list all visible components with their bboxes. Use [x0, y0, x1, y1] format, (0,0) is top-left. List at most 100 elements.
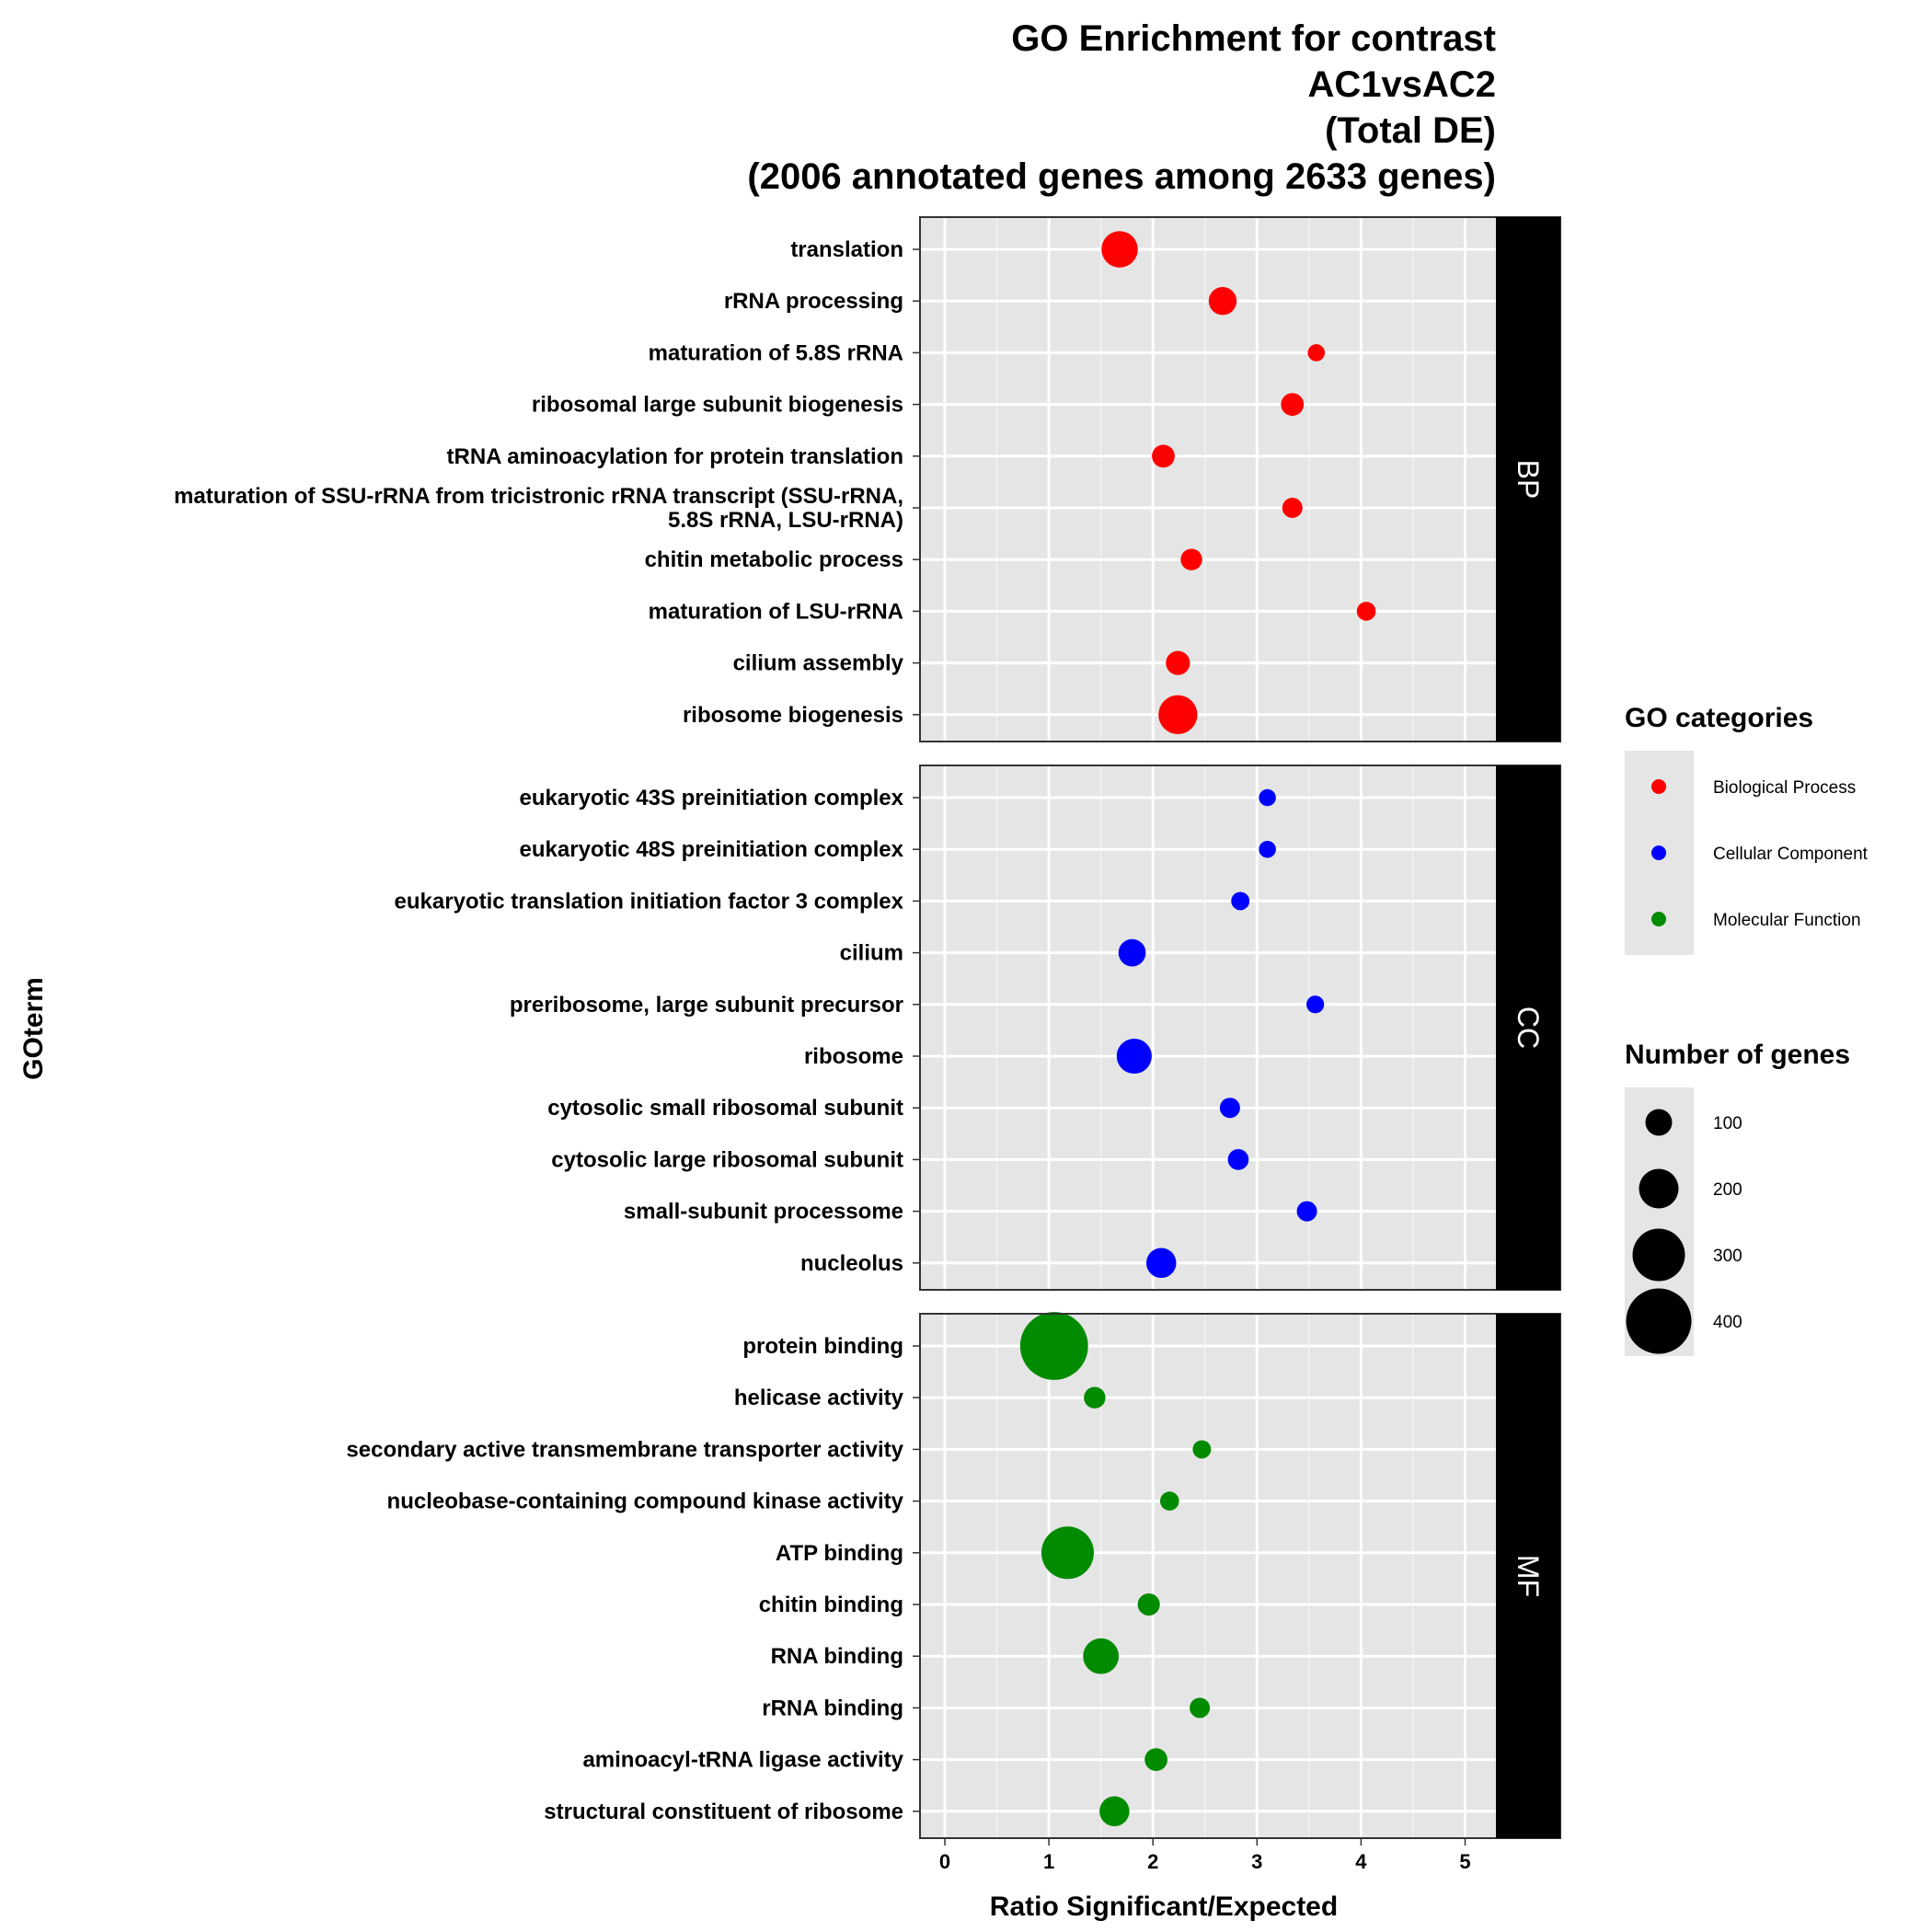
size-legend-label: 100: [1713, 1114, 1742, 1133]
point-MF-7: [1190, 1697, 1211, 1719]
size-key-300: [1632, 1228, 1685, 1282]
point-CC-1: [1259, 840, 1276, 858]
y-tick-label: protein binding: [742, 1334, 903, 1359]
y-tick-label: preribosome, large subunit precursor: [510, 993, 903, 1018]
facet-panel-MF: protein binding helicase activity secondar…: [346, 1312, 1561, 1839]
x-tick-label: 5: [1459, 1850, 1470, 1873]
y-tick-label: tRNA aminoacylation for protein translat…: [447, 444, 904, 469]
legend-label: Molecular Function: [1713, 911, 1861, 930]
y-tick-label: ribosome: [804, 1044, 903, 1069]
y-axis-title: GOterm: [18, 977, 49, 1080]
y-tick-label: nucleobase-containing compound kinase ac…: [387, 1489, 904, 1514]
point-CC-3: [1118, 938, 1146, 967]
y-tick-label: cytosolic large ribosomal subunit: [551, 1147, 903, 1172]
point-BP-7: [1356, 602, 1376, 621]
chart-title-line: AC1vsAC2: [1307, 64, 1496, 105]
y-tick-label: secondary active transmembrane transport…: [346, 1437, 903, 1462]
y-tick-label: helicase activity: [734, 1386, 904, 1410]
facet-panels: translation rRNA processing maturation of …: [174, 216, 1561, 1839]
x-axis: 0 1 2 3 4 5: [939, 1838, 1471, 1873]
facet-panel-BP: translation rRNA processing maturation of …: [174, 216, 1561, 742]
y-tick-label: rRNA processing: [724, 289, 903, 314]
chart-title-line: (2006 annotated genes among 2633 genes): [747, 156, 1496, 197]
point-MF-6: [1083, 1638, 1120, 1674]
y-tick-label: RNA binding: [771, 1644, 903, 1669]
y-tick-label: chitin binding: [759, 1593, 903, 1617]
legend-label: Cellular Component: [1713, 845, 1869, 864]
point-MF-8: [1144, 1748, 1167, 1771]
size-legend-label: 200: [1713, 1180, 1742, 1200]
y-tick-label: nucleolus: [800, 1251, 903, 1276]
legend-key-BP: [1651, 779, 1666, 794]
y-tick-label: rRNA binding: [762, 1696, 903, 1720]
facet-strip-label: CC: [1512, 1006, 1545, 1049]
y-tick-label: maturation of SSU-rRNA from tricistronic…: [174, 484, 903, 509]
x-tick-label: 3: [1251, 1850, 1262, 1873]
x-tick-label: 0: [939, 1850, 950, 1873]
chart-title: GO Enrichment for contrast AC1vsAC2 (Total…: [747, 18, 1496, 197]
size-key-100: [1645, 1109, 1673, 1136]
size-legend-label: 300: [1713, 1247, 1742, 1266]
y-tick-label: structural constituent of ribosome: [544, 1800, 903, 1824]
y-tick-label: cytosolic small ribosomal subunit: [547, 1096, 903, 1121]
point-BP-2: [1307, 344, 1326, 362]
facet-strip: [1496, 217, 1560, 742]
point-BP-1: [1208, 287, 1237, 316]
y-tick-label: maturation of LSU-rRNA: [649, 599, 903, 624]
legend-key-MF: [1651, 912, 1666, 926]
point-CC-4: [1306, 995, 1325, 1014]
facet-strip-label: MF: [1512, 1555, 1545, 1597]
point-BP-5: [1282, 498, 1303, 518]
y-tick-label: chitin metabolic process: [645, 547, 903, 572]
y-tick-label: ATP binding: [776, 1541, 903, 1566]
x-axis-title: Ratio Significant/Expected: [990, 1892, 1338, 1922]
y-tick-label: small-subunit processome: [624, 1200, 903, 1225]
point-BP-0: [1101, 231, 1138, 268]
point-MF-5: [1137, 1593, 1160, 1616]
x-tick-label: 1: [1043, 1850, 1054, 1873]
point-CC-2: [1231, 891, 1250, 911]
panel-background: [920, 217, 1496, 742]
point-CC-8: [1296, 1201, 1317, 1222]
size-legend-title: Number of genes: [1625, 1040, 1850, 1070]
point-MF-1: [1084, 1386, 1106, 1409]
x-tick-label: 4: [1355, 1850, 1367, 1873]
facet-strip: [1496, 1314, 1560, 1838]
panel-background: [920, 1314, 1496, 1838]
chart-title-line: GO Enrichment for contrast: [1011, 18, 1496, 59]
point-MF-4: [1041, 1526, 1094, 1580]
facet-panel-CC: eukaryotic 43S preinitiation complex euka…: [395, 765, 1561, 1291]
y-tick-label: eukaryotic 43S preinitiation complex: [520, 786, 904, 811]
point-MF-3: [1159, 1491, 1179, 1511]
y-tick-label: 5.8S rRNA, LSU-rRNA): [668, 508, 903, 533]
y-tick-label: cilium assembly: [733, 651, 904, 676]
point-BP-4: [1152, 444, 1175, 468]
y-tick-label: ribosomal large subunit biogenesis: [532, 393, 903, 418]
point-CC-5: [1116, 1038, 1152, 1075]
y-tick-label: maturation of 5.8S rRNA: [649, 340, 903, 365]
point-CC-9: [1145, 1248, 1177, 1279]
chart-title-line: (Total DE): [1325, 110, 1496, 151]
panel-background: [920, 765, 1496, 1290]
point-MF-0: [1019, 1312, 1088, 1380]
legend: GO categories Biological Process Cellular …: [1625, 703, 1869, 1356]
y-tick-label: eukaryotic 48S preinitiation complex: [520, 837, 904, 862]
facet-strip: [1496, 765, 1560, 1290]
point-BP-8: [1166, 650, 1190, 675]
facet-strip-label: BP: [1512, 460, 1545, 500]
point-CC-0: [1259, 788, 1276, 807]
point-MF-2: [1192, 1440, 1212, 1459]
legend-label: Biological Process: [1713, 778, 1856, 798]
y-tick-label: translation: [790, 237, 903, 262]
size-legend-label: 400: [1713, 1313, 1742, 1332]
y-tick-label: ribosome biogenesis: [683, 703, 903, 728]
y-tick-label: cilium: [840, 941, 903, 966]
point-BP-3: [1281, 393, 1305, 416]
y-tick-label: eukaryotic translation initiation factor…: [395, 889, 904, 914]
size-key-400: [1626, 1288, 1692, 1354]
point-BP-9: [1158, 695, 1198, 734]
point-BP-6: [1180, 548, 1202, 570]
point-MF-9: [1099, 1796, 1130, 1827]
point-CC-6: [1219, 1098, 1240, 1119]
